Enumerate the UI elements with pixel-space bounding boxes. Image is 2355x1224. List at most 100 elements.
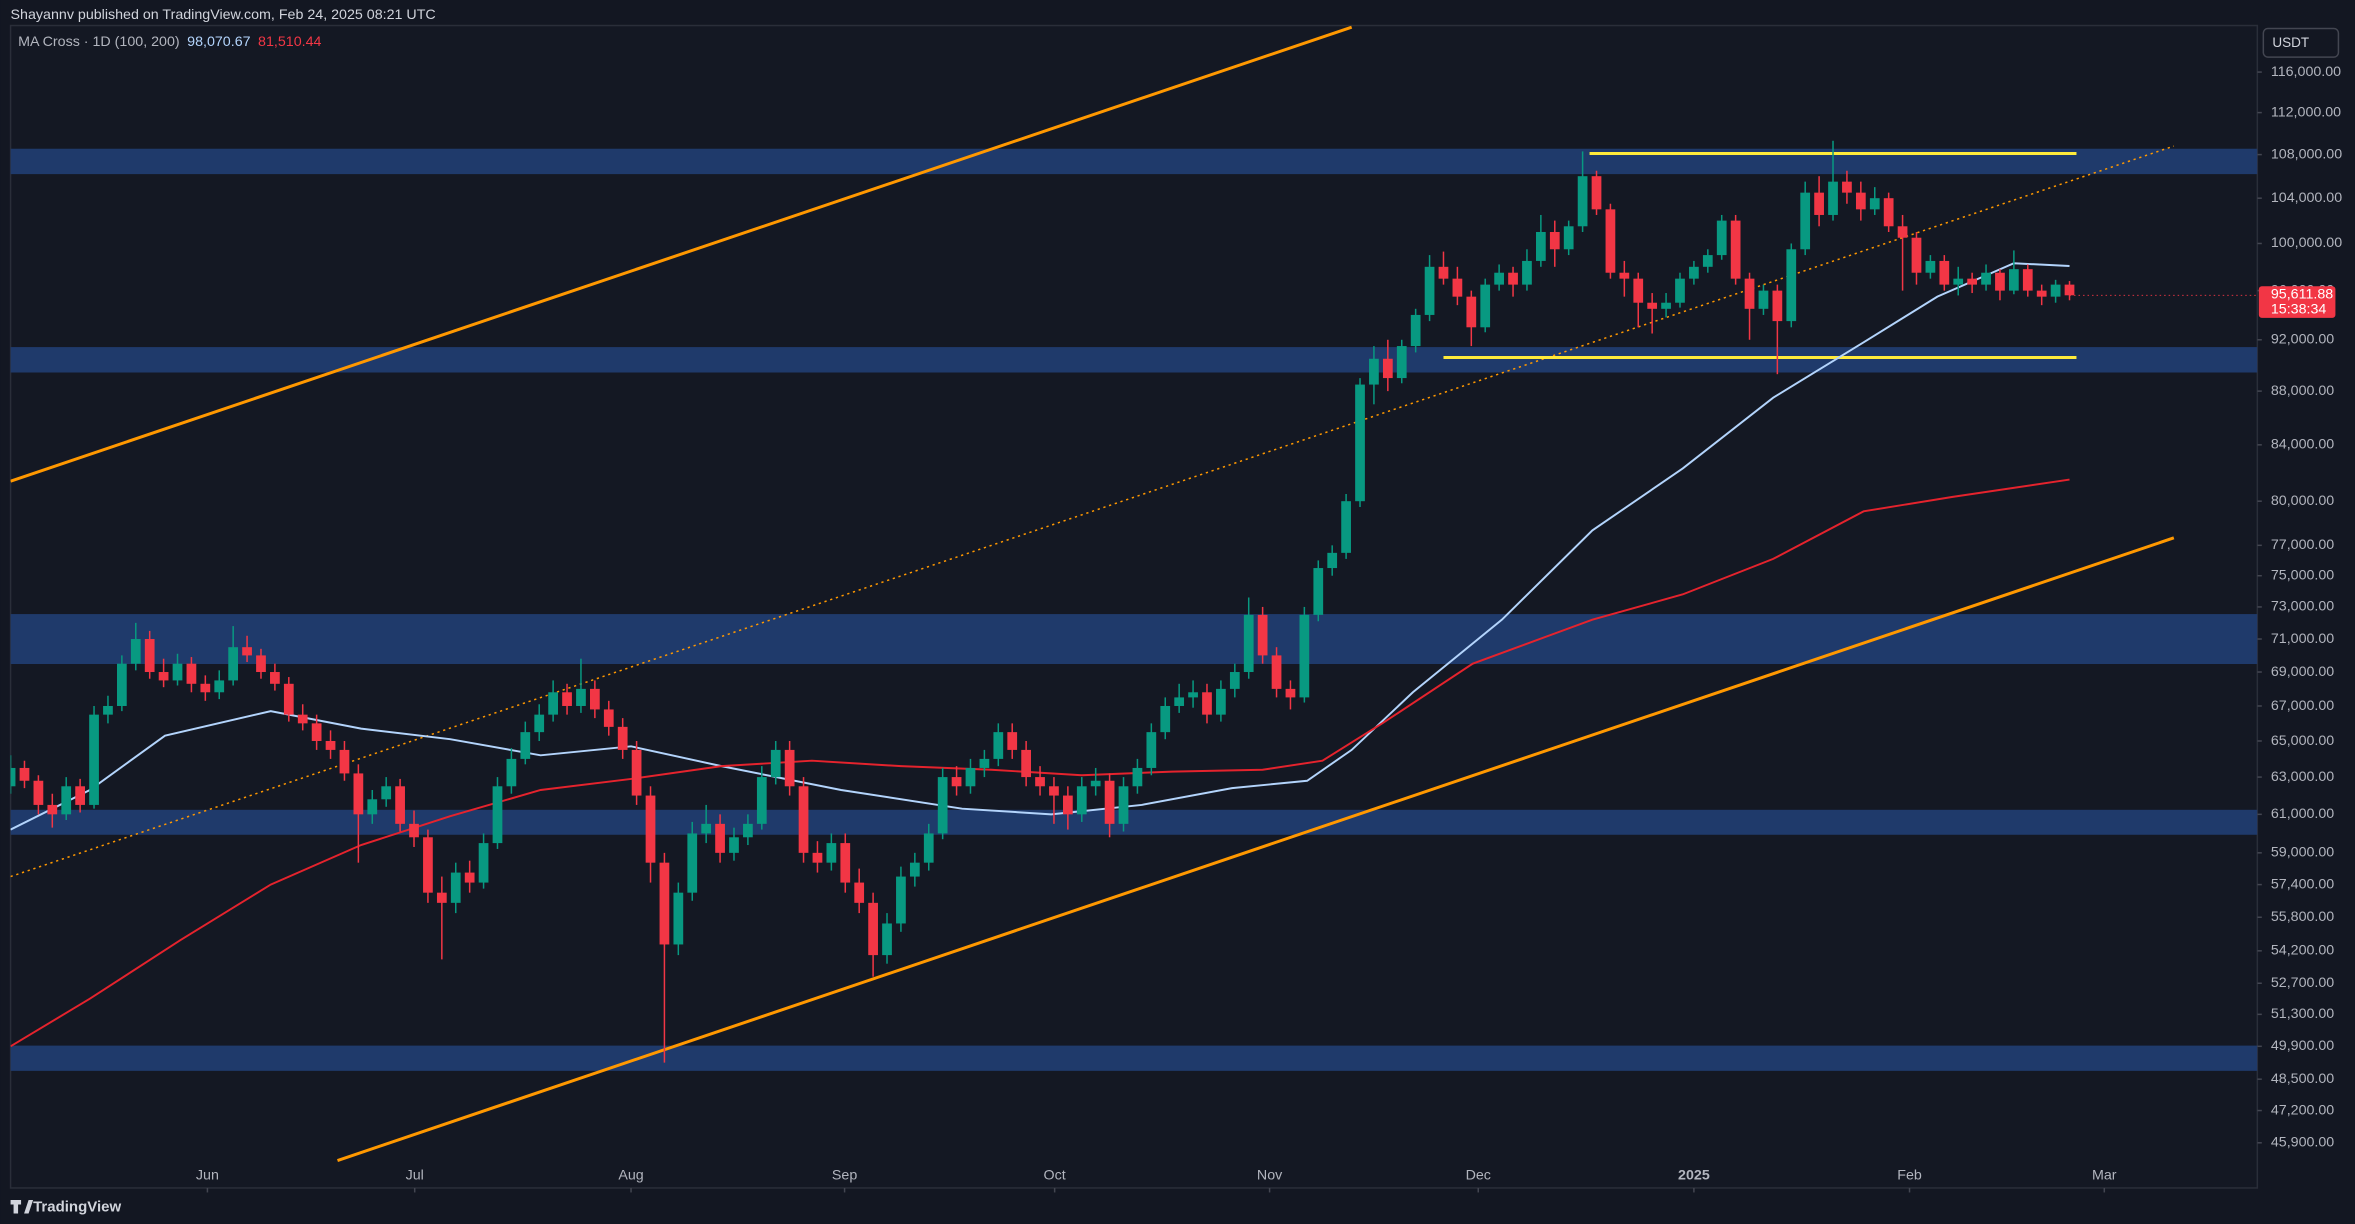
candle-body <box>1689 266 1699 279</box>
candle-body <box>506 758 517 787</box>
candle-body <box>673 892 684 945</box>
y-tick-label: 51,300.00 <box>2271 1006 2334 1022</box>
candle-body <box>2050 284 2061 297</box>
publish-info: Shayannv published on TradingView.com, F… <box>11 7 436 23</box>
y-tick-label: 108,000.00 <box>2271 146 2342 162</box>
candle-body <box>1967 278 1978 285</box>
x-tick-label: Mar <box>2092 1168 2117 1184</box>
candle-body <box>576 688 586 706</box>
candle-body <box>937 777 948 834</box>
candle-body <box>1702 255 1713 267</box>
candle-body <box>367 799 378 815</box>
candle-body <box>409 823 419 838</box>
ma100-value: 98,070.67 <box>187 34 250 50</box>
support-resistance-zone <box>10 809 2258 835</box>
x-tick-label: Feb <box>1897 1168 1922 1184</box>
candle-body <box>1647 302 1658 309</box>
candle-body <box>1410 314 1421 347</box>
candle-body <box>200 683 211 693</box>
x-tick-label: Oct <box>1044 1168 1066 1184</box>
candle-body <box>868 902 878 956</box>
candle-body <box>1772 290 1783 322</box>
candle-body <box>75 786 85 805</box>
candle-body <box>1313 568 1324 615</box>
candle-body <box>1549 231 1560 250</box>
trendline <box>10 25 1353 483</box>
candle-body <box>256 655 266 673</box>
candle-body <box>1939 260 1950 285</box>
candle-body <box>715 823 725 853</box>
candle-body <box>1605 209 1616 273</box>
x-tick-label: Nov <box>1257 1168 1283 1184</box>
candle-body <box>1814 192 1824 215</box>
y-tick-label: 88,000.00 <box>2271 383 2334 399</box>
candle-body <box>1007 732 1018 750</box>
support-resistance-zone <box>10 347 2258 373</box>
moving-average <box>10 262 2070 831</box>
candle-body <box>158 672 169 681</box>
y-tick-label: 92,000.00 <box>2271 332 2334 348</box>
candle-body <box>228 647 239 681</box>
candle-body <box>923 833 934 863</box>
candle-body <box>1466 296 1477 328</box>
candle-body <box>1104 780 1115 824</box>
currency[interactable]: USDT <box>2272 35 2309 50</box>
candle-body <box>603 709 614 727</box>
candle-body <box>1369 358 1379 385</box>
brand-logo <box>10 1199 34 1214</box>
candle-body <box>784 749 795 787</box>
y-tick-label: 73,000.00 <box>2271 599 2334 615</box>
currency-box[interactable] <box>2262 27 2340 58</box>
candle-body <box>548 692 558 715</box>
candle-body <box>1035 777 1045 787</box>
candle-body <box>1911 237 1922 273</box>
candle-body <box>589 688 600 710</box>
y-tick-label: 47,200.00 <box>2271 1102 2334 1118</box>
candle-body <box>1577 176 1588 227</box>
moving-average <box>10 478 2070 1048</box>
candle-body <box>770 749 781 778</box>
candle-body <box>1160 705 1171 733</box>
candle-body <box>1090 780 1101 787</box>
candle-body <box>47 804 58 815</box>
indicator-name: MA Cross · 1D (100, 200) <box>18 34 180 50</box>
candle-body <box>1563 226 1574 250</box>
candle-body <box>520 732 531 759</box>
candle-body <box>854 882 865 903</box>
y-tick-label: 49,900.00 <box>2271 1038 2334 1054</box>
candle-body <box>909 862 920 877</box>
candle-body <box>1633 278 1644 303</box>
candle-body <box>1299 614 1310 698</box>
candle-body <box>423 837 433 893</box>
candle-body <box>2036 290 2047 297</box>
candle-body <box>1925 260 1936 273</box>
candle-body <box>1396 346 1407 379</box>
candle-body <box>729 837 739 853</box>
countdown: 15:38:34 <box>2271 301 2327 317</box>
candle-body <box>1535 231 1546 261</box>
candle-body <box>1897 226 1908 238</box>
candle-body <box>534 714 545 733</box>
candle-body <box>1480 284 1491 328</box>
candle-body <box>659 862 670 945</box>
candle-body <box>478 843 489 883</box>
candle-body <box>1591 176 1602 210</box>
y-tick-label: 63,000.00 <box>2271 769 2334 785</box>
candle-body <box>979 758 990 768</box>
x-tick-label: Sep <box>832 1168 857 1184</box>
candle-body <box>1146 732 1157 768</box>
candle-body <box>283 683 294 715</box>
candle-body <box>1758 290 1769 309</box>
last-price: 95,611.88 <box>2271 286 2333 302</box>
candle-body <box>1828 181 1838 215</box>
candle-body <box>1062 795 1073 815</box>
y-tick-label: 52,700.00 <box>2271 975 2334 991</box>
candle-body <box>1452 278 1463 297</box>
candle-body <box>492 786 503 844</box>
y-tick-label: 104,000.00 <box>2271 190 2342 206</box>
candle-body <box>186 663 197 684</box>
candle-body <box>1229 672 1240 689</box>
candle-body <box>1257 614 1268 656</box>
